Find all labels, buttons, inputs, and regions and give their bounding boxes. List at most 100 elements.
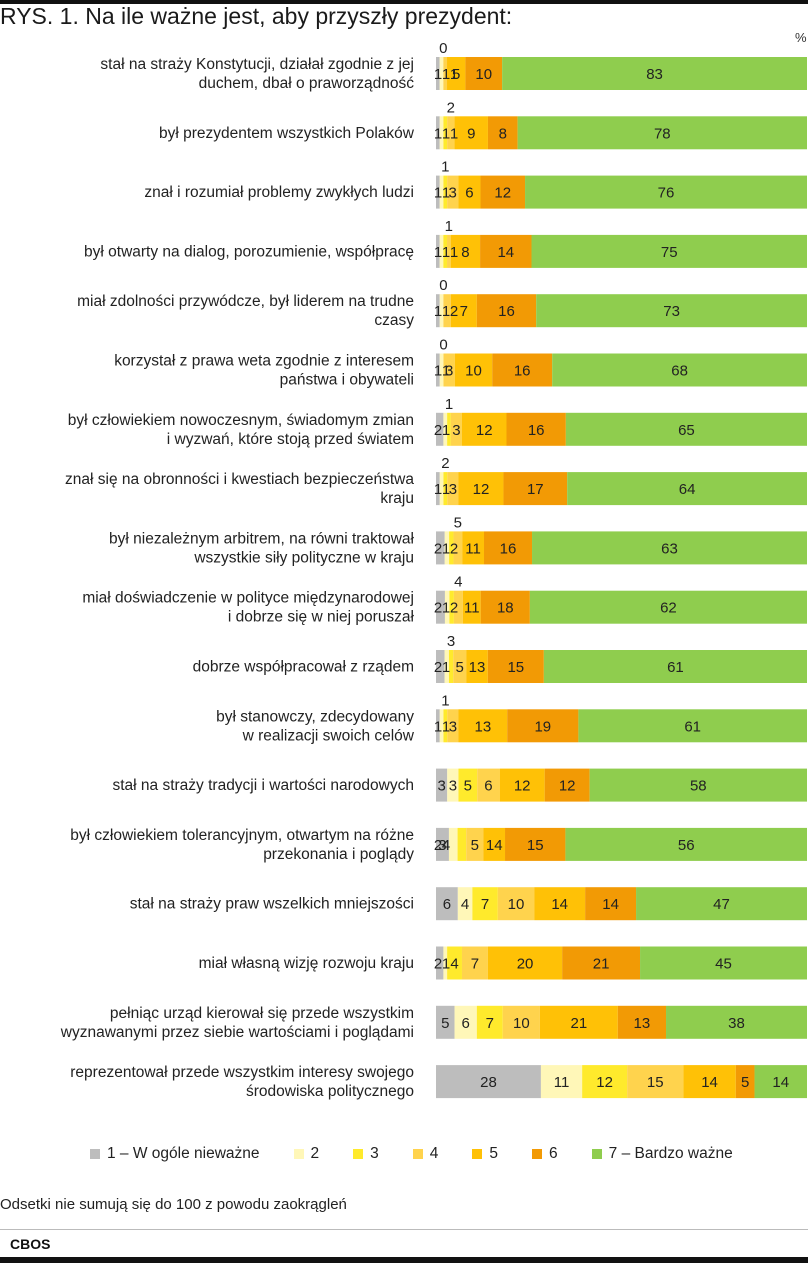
segment-label: 4: [461, 896, 469, 913]
bar-segment: [443, 294, 451, 328]
bar-segment: [458, 472, 504, 506]
bar-segment: [444, 590, 450, 624]
bar-segment: [436, 946, 444, 980]
bar-segment: [447, 412, 451, 446]
legend-label: 4: [429, 1145, 439, 1162]
bar-segment: [640, 946, 807, 980]
segment-label: 4: [454, 574, 462, 591]
unit-label: %: [795, 30, 807, 45]
bar-segment: [458, 709, 508, 743]
legend-item: 3: [353, 1145, 379, 1163]
segment-label: 5: [464, 778, 472, 795]
segment-label: 5: [741, 1074, 749, 1091]
segment-label: 6: [443, 896, 451, 913]
bar-segment: [450, 412, 462, 446]
segment-label: 1: [434, 125, 442, 142]
bar-segment: [517, 116, 807, 150]
segment-label: 1: [434, 244, 442, 261]
segment-label: 6: [484, 778, 492, 795]
legend-item: 6: [532, 1145, 558, 1163]
segment-label: 38: [728, 1015, 745, 1032]
bar-segment: [536, 294, 807, 328]
bar-segment: [544, 768, 590, 802]
bar-segment: [503, 472, 568, 506]
segment-label: 1: [442, 659, 450, 676]
segment-label: 76: [658, 185, 675, 202]
bar-segment: [505, 827, 566, 861]
segment-label: 62: [660, 600, 677, 617]
bar-segment: [565, 827, 807, 861]
segment-label: 73: [663, 303, 680, 320]
segment-label: 3: [445, 363, 453, 380]
segment-label: 1: [442, 600, 450, 617]
segment-label: 1: [442, 66, 450, 83]
segment-label: 61: [684, 718, 701, 735]
legend-item: 2: [293, 1145, 319, 1163]
row-label: korzystał z prawa weta zgodnie z interes…: [114, 353, 414, 389]
segment-label: 2: [450, 600, 458, 617]
bar-segment: [454, 353, 493, 387]
bar-segment: [525, 175, 807, 209]
segment-label: 12: [559, 778, 576, 795]
bar-segment: [436, 353, 440, 387]
row-label: był człowiekiem nowoczesnym, świadomym z…: [68, 412, 414, 448]
legend-label: 5: [489, 1145, 499, 1162]
bar-segment: [507, 709, 579, 743]
segment-label: 1: [442, 185, 450, 202]
segment-label: 3: [449, 185, 457, 202]
segment-label: 16: [514, 363, 531, 380]
segment-label: 7: [460, 303, 468, 320]
bar-segment: [443, 116, 448, 150]
bar-segment: [436, 531, 445, 565]
segment-label: 6: [462, 1015, 470, 1032]
segment-label: 1: [445, 396, 453, 413]
legend-swatch: [353, 1149, 364, 1159]
segment-label: 1: [450, 125, 458, 142]
segment-label: 8: [461, 244, 469, 261]
source-label: CBOS: [10, 1236, 51, 1252]
bar-segment: [487, 946, 563, 980]
bar-segment: [552, 353, 807, 387]
segment-label: 1: [442, 956, 450, 973]
segment-label: 3: [452, 422, 460, 439]
row-label: był człowiekiem tolerancyjnym, otwartym …: [70, 827, 414, 863]
segment-label: 1: [442, 303, 450, 320]
bar-segment: [439, 57, 444, 90]
bar-segment: [457, 827, 467, 861]
segment-label: 0: [439, 40, 447, 57]
segment-label: 13: [634, 1015, 651, 1032]
legend-label: 3: [370, 1145, 379, 1162]
legend-label: 7 – Bardzo ważne: [608, 1145, 733, 1162]
bar-segment: [457, 887, 473, 921]
segment-label: 14: [701, 1074, 718, 1091]
bar-segment: [436, 412, 444, 446]
bar-segment: [472, 887, 498, 921]
segment-label: 4: [442, 837, 450, 854]
legend-item: 4: [412, 1145, 439, 1163]
bar-segment: [439, 472, 444, 506]
legend: 1 – W ogóle nieważne 2 3 4 5 6 7 – Bardzo ważn…: [90, 1145, 767, 1163]
segment-label: 1: [442, 540, 450, 557]
bar-segment: [443, 234, 448, 268]
segment-label: 2: [434, 837, 442, 854]
segment-label: 15: [507, 659, 524, 676]
row-label: stał na straży praw wszelkich mniejszośc…: [130, 896, 414, 913]
bar-segment: [436, 827, 449, 861]
bar-segment: [627, 1065, 684, 1099]
segment-label: 3: [438, 837, 446, 854]
bar-segment: [567, 472, 807, 506]
segment-label: 0: [439, 277, 447, 294]
bar-segment: [487, 116, 518, 150]
legend-swatch: [472, 1149, 483, 1159]
segment-label: 8: [499, 125, 507, 142]
segment-label: 16: [528, 422, 545, 439]
segment-label: 13: [469, 659, 486, 676]
row-label: miał doświadczenie w polityce międzynaro…: [82, 590, 414, 626]
row-label: znał i rozumiał problemy zwykłych ludzi: [144, 184, 414, 201]
segment-label: 1: [442, 422, 450, 439]
bar-segment: [532, 531, 807, 565]
bar-segment: [466, 827, 484, 861]
segment-label: 1: [442, 244, 450, 261]
bar-segment: [492, 353, 553, 387]
row-label: dobrze współpracował z rządem: [193, 659, 414, 676]
